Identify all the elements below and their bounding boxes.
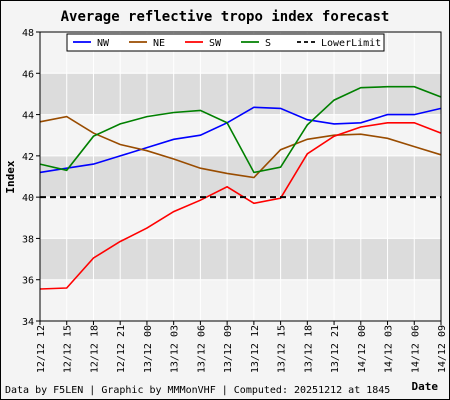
x-tick-label: 14/12 09 xyxy=(437,325,448,373)
x-tick-label: 12/12 18 xyxy=(89,325,100,373)
x-tick-label: 13/12 06 xyxy=(196,325,207,373)
x-tick-label: 13/12 00 xyxy=(143,325,154,373)
legend-label-ne: NE xyxy=(153,38,165,49)
y-axis-label: Index xyxy=(4,160,17,193)
series-line-ne xyxy=(39,115,442,179)
x-tick-label: 13/12 21 xyxy=(330,325,341,373)
plot-frame xyxy=(39,31,442,322)
y-axis-ticks: 34 36 38 40 42 44 46 48 xyxy=(22,28,40,328)
y-tick-label: 34 xyxy=(22,317,34,328)
legend: NW NE SW S LowerLimit xyxy=(66,33,385,52)
grid-bands xyxy=(40,32,441,321)
series-lines xyxy=(39,85,442,290)
series-line-sw xyxy=(39,122,442,290)
legend-box xyxy=(66,33,385,52)
series-line-nw xyxy=(39,106,442,174)
grid-band xyxy=(40,238,441,280)
grid-band xyxy=(40,279,441,321)
x-tick-label: 13/12 03 xyxy=(170,325,181,373)
x-tick-label: 13/12 18 xyxy=(303,325,314,373)
series-line-s xyxy=(39,85,442,174)
y-tick-label: 48 xyxy=(22,28,34,39)
y-tick-label: 36 xyxy=(22,276,34,287)
x-tick-label: 14/12 06 xyxy=(410,325,421,373)
y-tick-label: 46 xyxy=(22,69,34,80)
y-tick-label: 40 xyxy=(22,193,34,204)
y-tick-label: 38 xyxy=(22,234,34,245)
x-axis-label: Date xyxy=(412,380,439,393)
x-tick-label: 12/12 21 xyxy=(116,325,127,373)
x-tick-label: 12/12 12 xyxy=(36,325,47,373)
legend-label-nw: NW xyxy=(97,38,110,49)
grid-band xyxy=(40,197,441,239)
y-tick-label: 42 xyxy=(22,152,34,163)
footer-credits: Data by F5LEN | Graphic by MMMonVHF | Co… xyxy=(5,385,390,396)
grid-band xyxy=(40,73,441,115)
legend-label-s: S xyxy=(265,38,271,49)
chart-title: Average reflective tropo index forecast xyxy=(61,9,390,25)
y-tick-label: 44 xyxy=(22,111,34,122)
x-tick-label: 14/12 00 xyxy=(357,325,368,373)
x-tick-label: 13/12 15 xyxy=(277,325,288,373)
legend-label-sw: SW xyxy=(209,38,222,49)
x-tick-label: 13/12 12 xyxy=(250,325,261,373)
x-tick-label: 12/12 15 xyxy=(63,325,74,373)
x-tick-label: 13/12 09 xyxy=(223,325,234,373)
x-tick-label: 14/12 03 xyxy=(384,325,395,373)
x-axis-ticks: 12/12 12 12/12 15 12/12 18 12/12 21 13/12 00… xyxy=(36,321,448,373)
grid-band xyxy=(40,155,441,198)
legend-label-lowerlimit: LowerLimit xyxy=(321,38,381,49)
